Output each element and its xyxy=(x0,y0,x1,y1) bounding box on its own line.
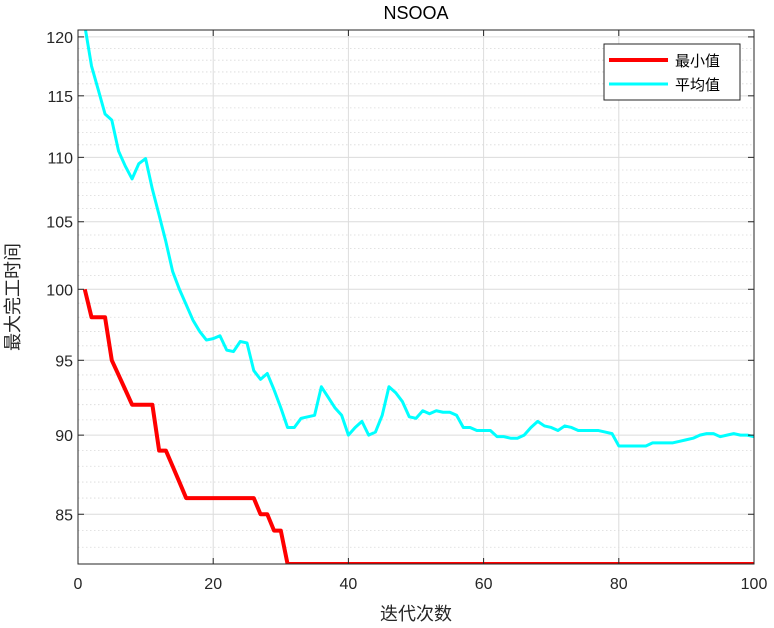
plot-frame xyxy=(77,29,755,565)
series-min-line xyxy=(82,288,754,564)
y-tick-label: 120 xyxy=(46,30,73,47)
minor-grid xyxy=(78,48,754,565)
legend-label-mean: 平均值 xyxy=(675,76,720,94)
chart-title: NSOOA xyxy=(383,3,448,23)
x-tick-label: 80 xyxy=(610,576,628,593)
legend-box xyxy=(603,43,741,101)
y-axis-label: 最大完工时间 xyxy=(3,243,24,351)
legend-label-min: 最小值 xyxy=(675,52,720,70)
y-tick-label: 110 xyxy=(47,150,73,167)
x-tick-label: 100 xyxy=(741,576,768,593)
y-tick-label: 100 xyxy=(46,282,73,299)
y-tick-label: 105 xyxy=(46,215,73,232)
series-layer xyxy=(82,30,754,564)
x-axis-label: 迭代次数 xyxy=(380,604,452,625)
y-tick-label: 95 xyxy=(55,353,73,370)
y-tick-label: 90 xyxy=(55,428,73,445)
x-tick-label: 0 xyxy=(74,576,83,593)
y-tick-label: 115 xyxy=(47,89,73,106)
y-tick-label: 85 xyxy=(55,507,73,524)
x-tick-label: 40 xyxy=(340,576,358,593)
x-tick-label: 60 xyxy=(475,576,493,593)
ticks-layer: 85 90 95 100 105 110 115 120 0 20 40 60 80 100 xyxy=(46,30,767,593)
x-tick-label: 20 xyxy=(204,576,222,593)
legend: 最小值 平均值 xyxy=(603,43,741,101)
plot-background xyxy=(78,30,754,564)
series-mean-line xyxy=(84,30,754,448)
